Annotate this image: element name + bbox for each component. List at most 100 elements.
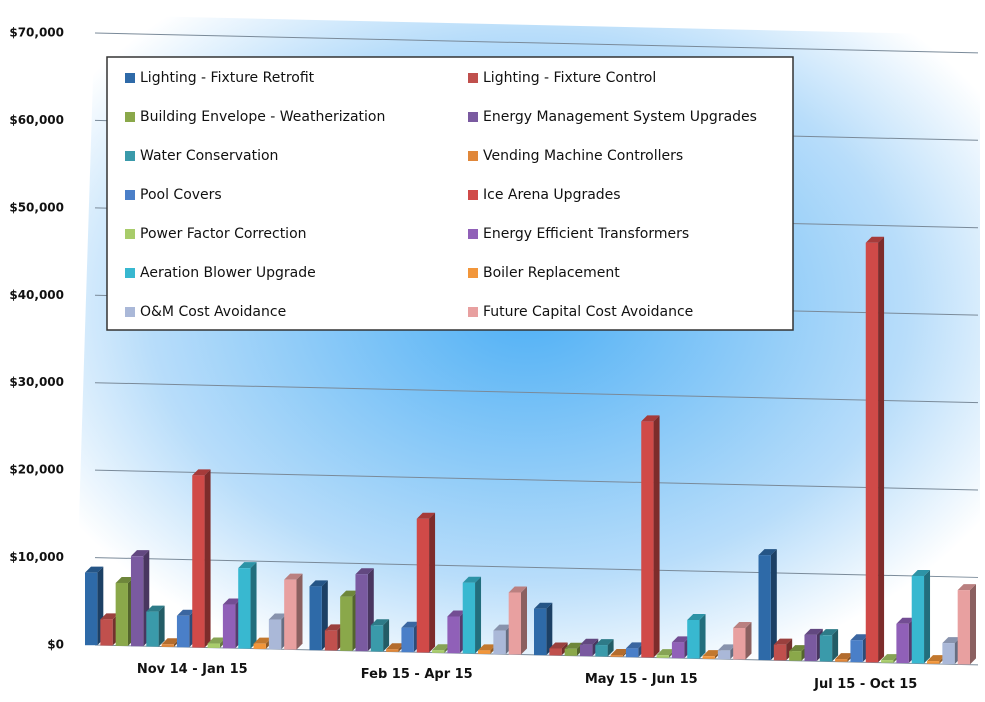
bar bbox=[386, 649, 399, 652]
bar bbox=[85, 572, 98, 646]
bar bbox=[564, 648, 577, 656]
bar bbox=[253, 643, 266, 649]
y-tick-label: $60,000 bbox=[9, 113, 64, 127]
bar-top bbox=[671, 636, 691, 643]
bar bbox=[773, 644, 787, 661]
legend-swatch bbox=[468, 268, 478, 278]
bar bbox=[835, 659, 848, 662]
bar bbox=[447, 616, 460, 654]
bar-top bbox=[804, 628, 823, 635]
bar-top bbox=[865, 236, 885, 243]
bar bbox=[804, 634, 817, 662]
bar bbox=[340, 596, 353, 651]
bar-top bbox=[493, 624, 512, 631]
bar bbox=[462, 582, 476, 654]
bar bbox=[146, 611, 159, 647]
bar bbox=[610, 655, 623, 657]
bar bbox=[432, 650, 445, 653]
bar-side bbox=[607, 639, 614, 657]
bar-top bbox=[819, 629, 839, 636]
legend-label: Future Capital Cost Avoidance bbox=[483, 304, 693, 320]
bar-side bbox=[770, 549, 777, 661]
bar bbox=[911, 575, 925, 664]
bar-top bbox=[610, 649, 629, 656]
bar-side bbox=[429, 512, 436, 653]
y-tick-label: $20,000 bbox=[9, 463, 64, 477]
bar bbox=[758, 555, 771, 661]
legend-swatch bbox=[468, 151, 478, 161]
bar-side bbox=[878, 236, 885, 663]
bar bbox=[238, 568, 251, 649]
x-tick-label: Nov 14 - Jan 15 bbox=[137, 662, 248, 677]
bar bbox=[927, 661, 940, 664]
bar-top bbox=[881, 654, 900, 661]
bar bbox=[702, 656, 715, 659]
legend-label: Energy Management System Upgrades bbox=[483, 109, 757, 125]
grid-line bbox=[94, 32, 979, 54]
legend-swatch bbox=[125, 229, 135, 239]
legend-label: Building Envelope - Weatherization bbox=[140, 109, 385, 125]
bar-top bbox=[564, 642, 583, 649]
bar-top bbox=[340, 590, 359, 597]
legend-swatch bbox=[468, 73, 478, 83]
legend-label: Vending Machine Controllers bbox=[483, 148, 683, 164]
bar-side bbox=[158, 605, 165, 647]
legend-box bbox=[106, 56, 794, 331]
bar bbox=[641, 421, 654, 658]
bar-top bbox=[447, 610, 466, 617]
bar-top bbox=[115, 576, 134, 583]
legend-swatch bbox=[468, 307, 478, 317]
bar bbox=[671, 642, 685, 659]
bar-top bbox=[508, 586, 527, 593]
bar-top bbox=[789, 645, 808, 652]
bar bbox=[942, 643, 955, 665]
legend-swatch bbox=[125, 73, 135, 83]
bar-side bbox=[832, 629, 839, 662]
legend-label: Boiler Replacement bbox=[483, 265, 620, 281]
legend-label: O&M Cost Avoidance bbox=[140, 304, 286, 320]
bar bbox=[100, 619, 113, 646]
legend-label: Power Factor Correction bbox=[140, 226, 307, 242]
bar-side bbox=[296, 573, 303, 650]
bar bbox=[115, 582, 128, 646]
x-tick-label: May 15 - Jun 15 bbox=[585, 672, 698, 687]
bar bbox=[401, 627, 414, 653]
bar-top bbox=[176, 609, 196, 616]
bar-top bbox=[595, 639, 614, 646]
bar bbox=[957, 590, 970, 665]
bar-side bbox=[383, 619, 390, 652]
bar-top bbox=[462, 576, 482, 583]
bar-top bbox=[222, 598, 242, 605]
bar-top bbox=[579, 638, 599, 645]
bar-top bbox=[238, 562, 257, 569]
y-tick-label: $30,000 bbox=[9, 375, 64, 389]
bar bbox=[176, 615, 190, 648]
bar-side bbox=[970, 584, 976, 665]
bar-top bbox=[370, 619, 390, 626]
bar bbox=[819, 635, 833, 662]
x-tick-label: Jul 15 - Oct 15 bbox=[813, 677, 917, 692]
bar-top bbox=[911, 569, 931, 576]
bar-top bbox=[309, 580, 328, 587]
bar bbox=[534, 608, 547, 656]
legend-swatch bbox=[125, 151, 135, 161]
bar-top bbox=[534, 602, 553, 609]
bar bbox=[579, 644, 593, 657]
y-tick-label: $70,000 bbox=[9, 26, 64, 40]
bar-side bbox=[745, 622, 752, 660]
grid-line bbox=[94, 557, 979, 578]
bar bbox=[881, 660, 894, 663]
bar-side bbox=[546, 602, 553, 656]
y-tick-label: $50,000 bbox=[9, 200, 64, 214]
bar bbox=[284, 579, 297, 650]
bar bbox=[493, 630, 506, 655]
bar bbox=[355, 574, 368, 652]
legend-label: Pool Covers bbox=[140, 187, 222, 203]
bar bbox=[733, 628, 746, 660]
bar bbox=[789, 651, 802, 661]
bar-top bbox=[268, 613, 288, 620]
legend-swatch bbox=[468, 112, 478, 122]
bar bbox=[324, 630, 338, 651]
legend-swatch bbox=[125, 190, 135, 200]
